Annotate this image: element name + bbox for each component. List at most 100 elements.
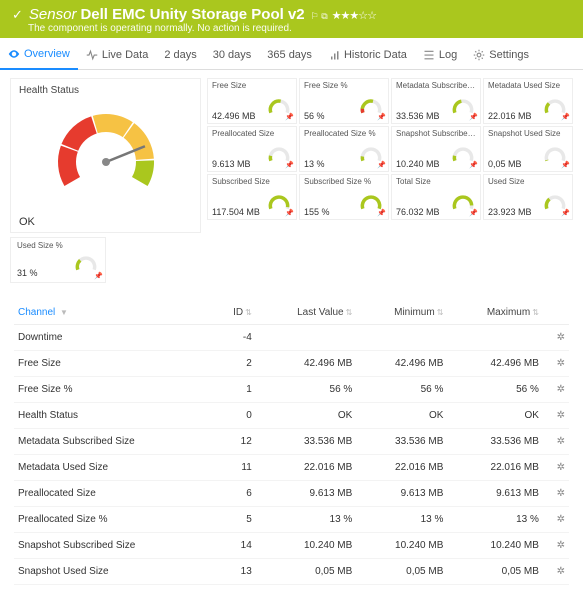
- pin-icon[interactable]: 📌: [561, 113, 570, 121]
- metric-subscribed-size-[interactable]: Subscribed Size % 155 % 📌: [299, 174, 389, 220]
- tab-log[interactable]: Log: [415, 38, 465, 69]
- table-row[interactable]: Snapshot Used Size 13 0,05 MB 0,05 MB 0,…: [14, 559, 569, 585]
- metric-subscribed-size[interactable]: Subscribed Size 117.504 MB 📌: [207, 174, 297, 220]
- metric-value: 23.923 MB: [488, 207, 532, 217]
- table-row[interactable]: Metadata Subscribed Size 12 33.536 MB 33…: [14, 429, 569, 455]
- table-row[interactable]: Preallocated Size 6 9.613 MB 9.613 MB 9.…: [14, 481, 569, 507]
- tab-2days[interactable]: 2 days: [156, 38, 204, 69]
- row-settings-icon[interactable]: ✲: [543, 351, 569, 377]
- tab-historic-label: Historic Data: [344, 49, 407, 61]
- metric-preallocated-size[interactable]: Preallocated Size 9.613 MB 📌: [207, 126, 297, 172]
- table-row[interactable]: Metadata Used Size 11 22.016 MB 22.016 M…: [14, 455, 569, 481]
- metric-value: 10.240 MB: [396, 159, 440, 169]
- tab-settings[interactable]: Settings: [465, 38, 537, 69]
- cell-max: 33.536 MB: [447, 429, 543, 455]
- cell-min: 22.016 MB: [356, 455, 447, 481]
- cell-last: 42.496 MB: [256, 351, 357, 377]
- pin-icon[interactable]: 📌: [285, 161, 294, 169]
- row-settings-icon[interactable]: ✲: [543, 507, 569, 533]
- cell-min: 0,05 MB: [356, 559, 447, 585]
- pin-icon[interactable]: 📌: [285, 209, 294, 217]
- tab-overview[interactable]: Overview: [0, 38, 78, 70]
- metric-value: 22.016 MB: [488, 111, 532, 121]
- pin-icon[interactable]: 📌: [377, 113, 386, 121]
- table-row[interactable]: Snapshot Subscribed Size 14 10.240 MB 10…: [14, 533, 569, 559]
- table-row[interactable]: Free Size % 1 56 % 56 % 56 % ✲: [14, 377, 569, 403]
- metric-preallocated-size-[interactable]: Preallocated Size % 13 % 📌: [299, 126, 389, 172]
- row-settings-icon[interactable]: ✲: [543, 481, 569, 507]
- metric-metadata-used-size[interactable]: Metadata Used Size 22.016 MB 📌: [483, 78, 573, 124]
- cell-last: 10.240 MB: [256, 533, 357, 559]
- sort-desc-icon: ▼: [60, 308, 68, 317]
- health-gauge: [19, 98, 192, 214]
- cell-min: 56 %: [356, 377, 447, 403]
- tab-historic[interactable]: Historic Data: [320, 38, 415, 69]
- title-action-icons[interactable]: ⚐ ⧉: [311, 11, 328, 22]
- cell-min: 33.536 MB: [356, 429, 447, 455]
- metric-metadata-subscribed-size[interactable]: Metadata Subscribed Size 33.536 MB 📌: [391, 78, 481, 124]
- metric-free-size[interactable]: Free Size 42.496 MB 📌: [207, 78, 297, 124]
- cell-id: -4: [213, 325, 255, 351]
- health-title: Health Status: [19, 85, 192, 96]
- col-id[interactable]: ID⇅: [213, 301, 255, 325]
- metric-snapshot-used-size[interactable]: Snapshot Used Size 0,05 MB 📌: [483, 126, 573, 172]
- pin-icon[interactable]: 📌: [469, 113, 478, 121]
- row-settings-icon[interactable]: ✲: [543, 455, 569, 481]
- chart-icon: [328, 49, 340, 61]
- cell-min: 10.240 MB: [356, 533, 447, 559]
- pin-icon[interactable]: 📌: [469, 209, 478, 217]
- table-row[interactable]: Health Status 0 OK OK OK ✲: [14, 403, 569, 429]
- row-settings-icon[interactable]: ✲: [543, 403, 569, 429]
- row-settings-icon[interactable]: ✲: [543, 559, 569, 585]
- cell-last: 33.536 MB: [256, 429, 357, 455]
- metric-used-size[interactable]: Used Size 23.923 MB 📌: [483, 174, 573, 220]
- col-maximum[interactable]: Maximum⇅: [447, 301, 543, 325]
- cell-id: 1: [213, 377, 255, 403]
- tab-settings-label: Settings: [489, 49, 529, 61]
- cell-id: 6: [213, 481, 255, 507]
- pin-icon[interactable]: 📌: [377, 161, 386, 169]
- tab-365days[interactable]: 365 days: [259, 38, 320, 69]
- cell-max: 22.016 MB: [447, 455, 543, 481]
- row-settings-icon[interactable]: ✲: [543, 533, 569, 559]
- pin-icon[interactable]: 📌: [94, 272, 103, 280]
- table-row[interactable]: Preallocated Size % 5 13 % 13 % 13 % ✲: [14, 507, 569, 533]
- cell-min: 42.496 MB: [356, 351, 447, 377]
- sensor-header: Sensor Dell EMC Unity Storage Pool v2 ⚐ …: [0, 0, 583, 38]
- metric-free-size-[interactable]: Free Size % 56 % 📌: [299, 78, 389, 124]
- used-size-pct-panel: Used Size % 31 % 📌: [10, 237, 106, 283]
- row-settings-icon[interactable]: ✲: [543, 325, 569, 351]
- pin-icon[interactable]: 📌: [561, 209, 570, 217]
- cell-max: 0,05 MB: [447, 559, 543, 585]
- cell-max: [447, 325, 543, 351]
- channels-table-wrap: Channel ▼ ID⇅ Last Value⇅ Minimum⇅ Maxim…: [10, 301, 573, 585]
- col-minimum[interactable]: Minimum⇅: [356, 301, 447, 325]
- table-row[interactable]: Free Size 2 42.496 MB 42.496 MB 42.496 M…: [14, 351, 569, 377]
- tab-overview-label: Overview: [24, 48, 70, 60]
- metric-title: Metadata Subscribed Size: [396, 82, 476, 90]
- tab-live-data[interactable]: Live Data: [78, 38, 156, 69]
- cell-min: [356, 325, 447, 351]
- col-last-value[interactable]: Last Value⇅: [256, 301, 357, 325]
- metric-title: Subscribed Size %: [304, 178, 384, 186]
- row-settings-icon[interactable]: ✲: [543, 377, 569, 403]
- pin-icon[interactable]: 📌: [285, 113, 294, 121]
- metric-snapshot-subscribed-size[interactable]: Snapshot Subscribed Size 10.240 MB 📌: [391, 126, 481, 172]
- col-actions: [543, 301, 569, 325]
- metric-title: Preallocated Size %: [304, 130, 384, 138]
- table-row[interactable]: Downtime -4 ✲: [14, 325, 569, 351]
- priority-stars[interactable]: ★★★☆☆: [332, 9, 376, 22]
- pin-icon[interactable]: 📌: [469, 161, 478, 169]
- cell-max: 13 %: [447, 507, 543, 533]
- used-pct-title: Used Size %: [17, 242, 99, 250]
- metric-title: Metadata Used Size: [488, 82, 568, 90]
- tab-30days[interactable]: 30 days: [205, 38, 260, 69]
- pin-icon[interactable]: 📌: [561, 161, 570, 169]
- cell-last: 22.016 MB: [256, 455, 357, 481]
- pin-icon[interactable]: 📌: [377, 209, 386, 217]
- metric-title: Total Size: [396, 178, 476, 186]
- cell-channel: Snapshot Subscribed Size: [14, 533, 213, 559]
- row-settings-icon[interactable]: ✲: [543, 429, 569, 455]
- col-channel[interactable]: Channel ▼: [14, 301, 213, 325]
- metric-total-size[interactable]: Total Size 76.032 MB 📌: [391, 174, 481, 220]
